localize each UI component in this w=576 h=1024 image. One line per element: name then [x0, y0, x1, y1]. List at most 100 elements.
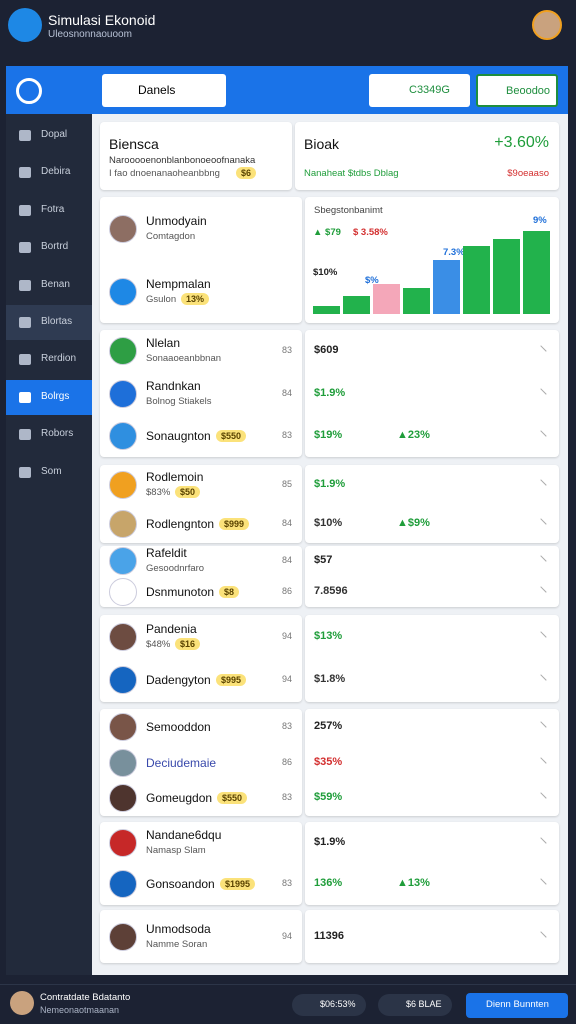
- badge: $8: [219, 585, 240, 598]
- chart-bar: [523, 231, 550, 314]
- item-icon: [109, 470, 137, 499]
- chart-bar: [433, 260, 460, 314]
- sidebar-label: Rerdion: [41, 353, 77, 365]
- sidebar-item[interactable]: Bolrgs: [6, 379, 92, 415]
- close-icon[interactable]: [535, 674, 547, 686]
- item-icon: [109, 828, 137, 857]
- chart-bar: [343, 296, 370, 314]
- search-button[interactable]: Danels: [102, 74, 226, 107]
- summary-text: I fao dnoenanaoheanbbng: [109, 168, 220, 179]
- item-value: $19%: [314, 428, 343, 441]
- value-card: 257% $35% $59%: [305, 709, 559, 816]
- sidebar-item[interactable]: Bortrd: [6, 230, 92, 265]
- item-icon: [109, 277, 137, 306]
- sidebar-label: Bortrd: [41, 241, 69, 253]
- item-title: Deciudemaie: [146, 755, 217, 770]
- close-icon[interactable]: [535, 792, 547, 804]
- item-count: 94: [281, 630, 292, 641]
- sidebar-item[interactable]: Som: [6, 455, 92, 490]
- item-title: Nempmalan: [146, 276, 211, 291]
- value-card: $1.9% $10% ▲$9%: [305, 465, 559, 543]
- item-count: 94: [281, 930, 292, 941]
- close-icon[interactable]: [535, 878, 547, 890]
- item-icon: [109, 666, 137, 695]
- sidebar-label: Fotra: [41, 203, 65, 215]
- sidebar: [6, 114, 92, 975]
- close-icon[interactable]: [535, 387, 547, 400]
- sidebar-item[interactable]: Benan: [6, 268, 92, 303]
- close-icon[interactable]: [535, 837, 547, 849]
- close-icon[interactable]: [535, 721, 547, 733]
- item-subtitle: $48%: [146, 638, 171, 650]
- item-subtitle: Namasp Slam: [146, 844, 206, 856]
- sidebar-label: Bolrgs: [41, 390, 70, 402]
- item-change: ▲$9%: [397, 516, 430, 529]
- chart-label: $%: [365, 275, 379, 286]
- item-card: Unmodyain Comtagdon Nempmalan Gsulon 13%: [100, 197, 302, 323]
- sidebar-icon: [19, 429, 31, 441]
- badge: $16: [175, 637, 201, 650]
- chart-bar: [493, 239, 520, 314]
- sidebar-icon: [19, 391, 31, 403]
- sidebar-icon: [19, 204, 31, 216]
- item-value: $10%: [314, 516, 343, 529]
- item-icon: [109, 748, 137, 777]
- badge: $999: [219, 517, 250, 530]
- item-change: ▲13%: [397, 877, 430, 890]
- sidebar-item[interactable]: Debira: [6, 155, 92, 190]
- item-value: 7.8596: [314, 584, 348, 597]
- item-icon: [109, 577, 137, 606]
- item-subtitle: Gesoodnrfaro: [146, 563, 205, 575]
- summary-card: Bioak +3.60% Nanaheat $tdbs Dblag $9oeaa…: [295, 122, 559, 190]
- footer-avatar: [10, 991, 34, 1015]
- sidebar-icon: [19, 279, 31, 291]
- item-count: 86: [281, 756, 292, 767]
- sidebar-item[interactable]: Fotra: [6, 193, 92, 228]
- item-value: $13%: [314, 629, 343, 642]
- logo: [8, 8, 42, 42]
- close-icon[interactable]: [535, 756, 547, 769]
- avatar[interactable]: [532, 10, 562, 40]
- badge: $6: [236, 167, 257, 179]
- item-count: 86: [281, 585, 292, 596]
- close-icon[interactable]: [535, 345, 547, 357]
- item-icon: [109, 337, 137, 366]
- sidebar-label: Benan: [41, 278, 70, 290]
- chart-title: Sbegstonbanimt: [314, 205, 383, 216]
- item-title: Randnkan: [146, 378, 201, 393]
- app-title: Simulasi Ekonoid: [48, 12, 156, 28]
- close-icon[interactable]: [535, 478, 547, 491]
- action-button[interactable]: Beoodoo: [476, 74, 558, 107]
- footer-name: Contratdate Bdatanto: [40, 992, 131, 1003]
- chart-bar: [373, 284, 400, 314]
- chart-label: $ 3.58%: [353, 227, 388, 238]
- item-icon: [109, 712, 137, 741]
- summary-text: Nanaheat $tdbs Dblag: [304, 168, 399, 179]
- sidebar-item[interactable]: Robors: [6, 417, 92, 452]
- item-title: Sonaugnton: [146, 428, 211, 443]
- item-card: Semooddon 83 Deciudemaie 86 Gomeugdon $550 83: [100, 709, 302, 816]
- close-icon[interactable]: [535, 631, 547, 643]
- sidebar-item[interactable]: Blortas: [6, 305, 92, 340]
- summary-text: Narooooenonblanbonoeoofnanaka: [109, 155, 256, 166]
- footer: Contratdate Bdatanto Nemeonaotmaanan $06…: [0, 984, 576, 1024]
- item-value: 257%: [314, 719, 343, 732]
- close-icon[interactable]: [535, 517, 547, 530]
- chart-label: 7.3%: [443, 247, 465, 258]
- close-icon[interactable]: [535, 586, 547, 598]
- action-button[interactable]: C3349G: [369, 74, 470, 107]
- item-value: 11396: [314, 929, 344, 942]
- value-card: $1.9% 136% ▲13%: [305, 822, 559, 905]
- close-icon[interactable]: [535, 930, 547, 943]
- item-title: Dsnmunoton: [146, 584, 215, 599]
- chart-label: 9%: [533, 215, 547, 226]
- item-value: $57: [314, 554, 333, 567]
- menu-icon[interactable]: [16, 78, 42, 104]
- sidebar-item[interactable]: Dopal: [6, 118, 92, 153]
- footer-button[interactable]: Dienn Bunnten: [466, 993, 568, 1018]
- item-title: Rafeldit: [146, 546, 187, 561]
- close-icon[interactable]: [535, 430, 547, 442]
- summary-title: Bioak: [304, 136, 340, 152]
- sidebar-item[interactable]: Rerdion: [6, 342, 92, 377]
- close-icon[interactable]: [535, 555, 547, 567]
